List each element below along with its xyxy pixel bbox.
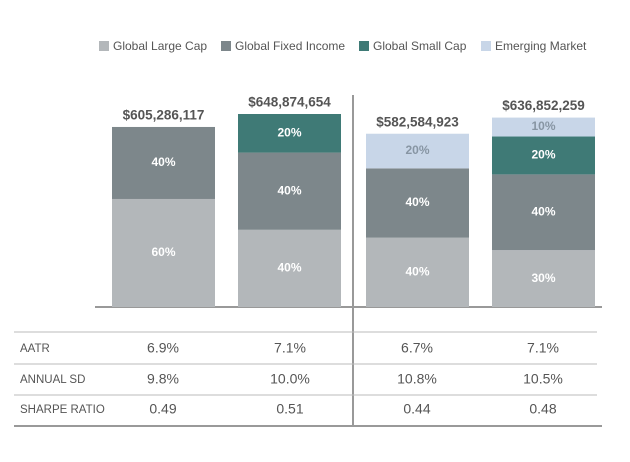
legend-swatch bbox=[221, 41, 231, 51]
total-label: $636,852,259 bbox=[502, 98, 585, 113]
bar-segment bbox=[112, 126, 215, 199]
legend-label: Global Fixed Income bbox=[235, 39, 345, 53]
table-cell: 7.1% bbox=[527, 340, 559, 356]
legend-swatch bbox=[481, 41, 491, 51]
bar-segment bbox=[238, 152, 341, 230]
total-label: $582,584,923 bbox=[376, 114, 459, 129]
bar-segment bbox=[492, 174, 595, 251]
bar-segment bbox=[112, 198, 215, 307]
legend-label: Global Large Cap bbox=[113, 39, 207, 53]
segment-label: 20% bbox=[277, 125, 301, 139]
segment-label: 40% bbox=[277, 183, 301, 197]
segment-label: 40% bbox=[277, 261, 301, 275]
table-cell: 10.0% bbox=[270, 371, 310, 387]
bar-segment bbox=[366, 133, 469, 169]
segment-label: 60% bbox=[151, 245, 175, 259]
segment-label: 20% bbox=[405, 143, 429, 157]
bar-segment bbox=[492, 136, 595, 175]
legend-swatch bbox=[359, 41, 369, 51]
total-label: $605,286,117 bbox=[123, 108, 205, 123]
segment-label: 20% bbox=[531, 148, 555, 162]
legend-swatch bbox=[99, 41, 109, 51]
table-cell: 9.8% bbox=[147, 371, 179, 387]
bar-segment bbox=[366, 237, 469, 307]
row-label: AATR bbox=[20, 343, 50, 355]
row-label: ANNUAL SD bbox=[20, 374, 85, 386]
segment-label: 40% bbox=[531, 204, 555, 218]
table-cell: 0.51 bbox=[276, 401, 303, 417]
table-cell: 6.7% bbox=[401, 340, 433, 356]
table-cell: 0.49 bbox=[149, 401, 176, 417]
table-cell: 0.44 bbox=[403, 401, 430, 417]
bar-segment bbox=[492, 117, 595, 137]
bar-segment bbox=[238, 229, 341, 307]
bar-segment bbox=[492, 250, 595, 307]
bar-segment bbox=[238, 114, 341, 153]
segment-label: 30% bbox=[531, 271, 555, 285]
legend-label: Emerging Market bbox=[495, 39, 587, 53]
table-cell: 10.8% bbox=[397, 371, 437, 387]
table-cell: 7.1% bbox=[274, 340, 306, 356]
table-cell: 6.9% bbox=[147, 340, 179, 356]
row-label: SHARPE RATIO bbox=[20, 404, 105, 416]
table-cell: 10.5% bbox=[523, 371, 563, 387]
legend-label: Global Small Cap bbox=[373, 39, 467, 53]
bar-segment bbox=[366, 168, 469, 238]
segment-label: 40% bbox=[405, 195, 429, 209]
table-cell: 0.48 bbox=[529, 401, 556, 417]
segment-label: 40% bbox=[405, 265, 429, 279]
segment-label: 40% bbox=[151, 155, 175, 169]
total-label: $648,874,654 bbox=[248, 95, 331, 110]
segment-label: 10% bbox=[531, 119, 555, 133]
